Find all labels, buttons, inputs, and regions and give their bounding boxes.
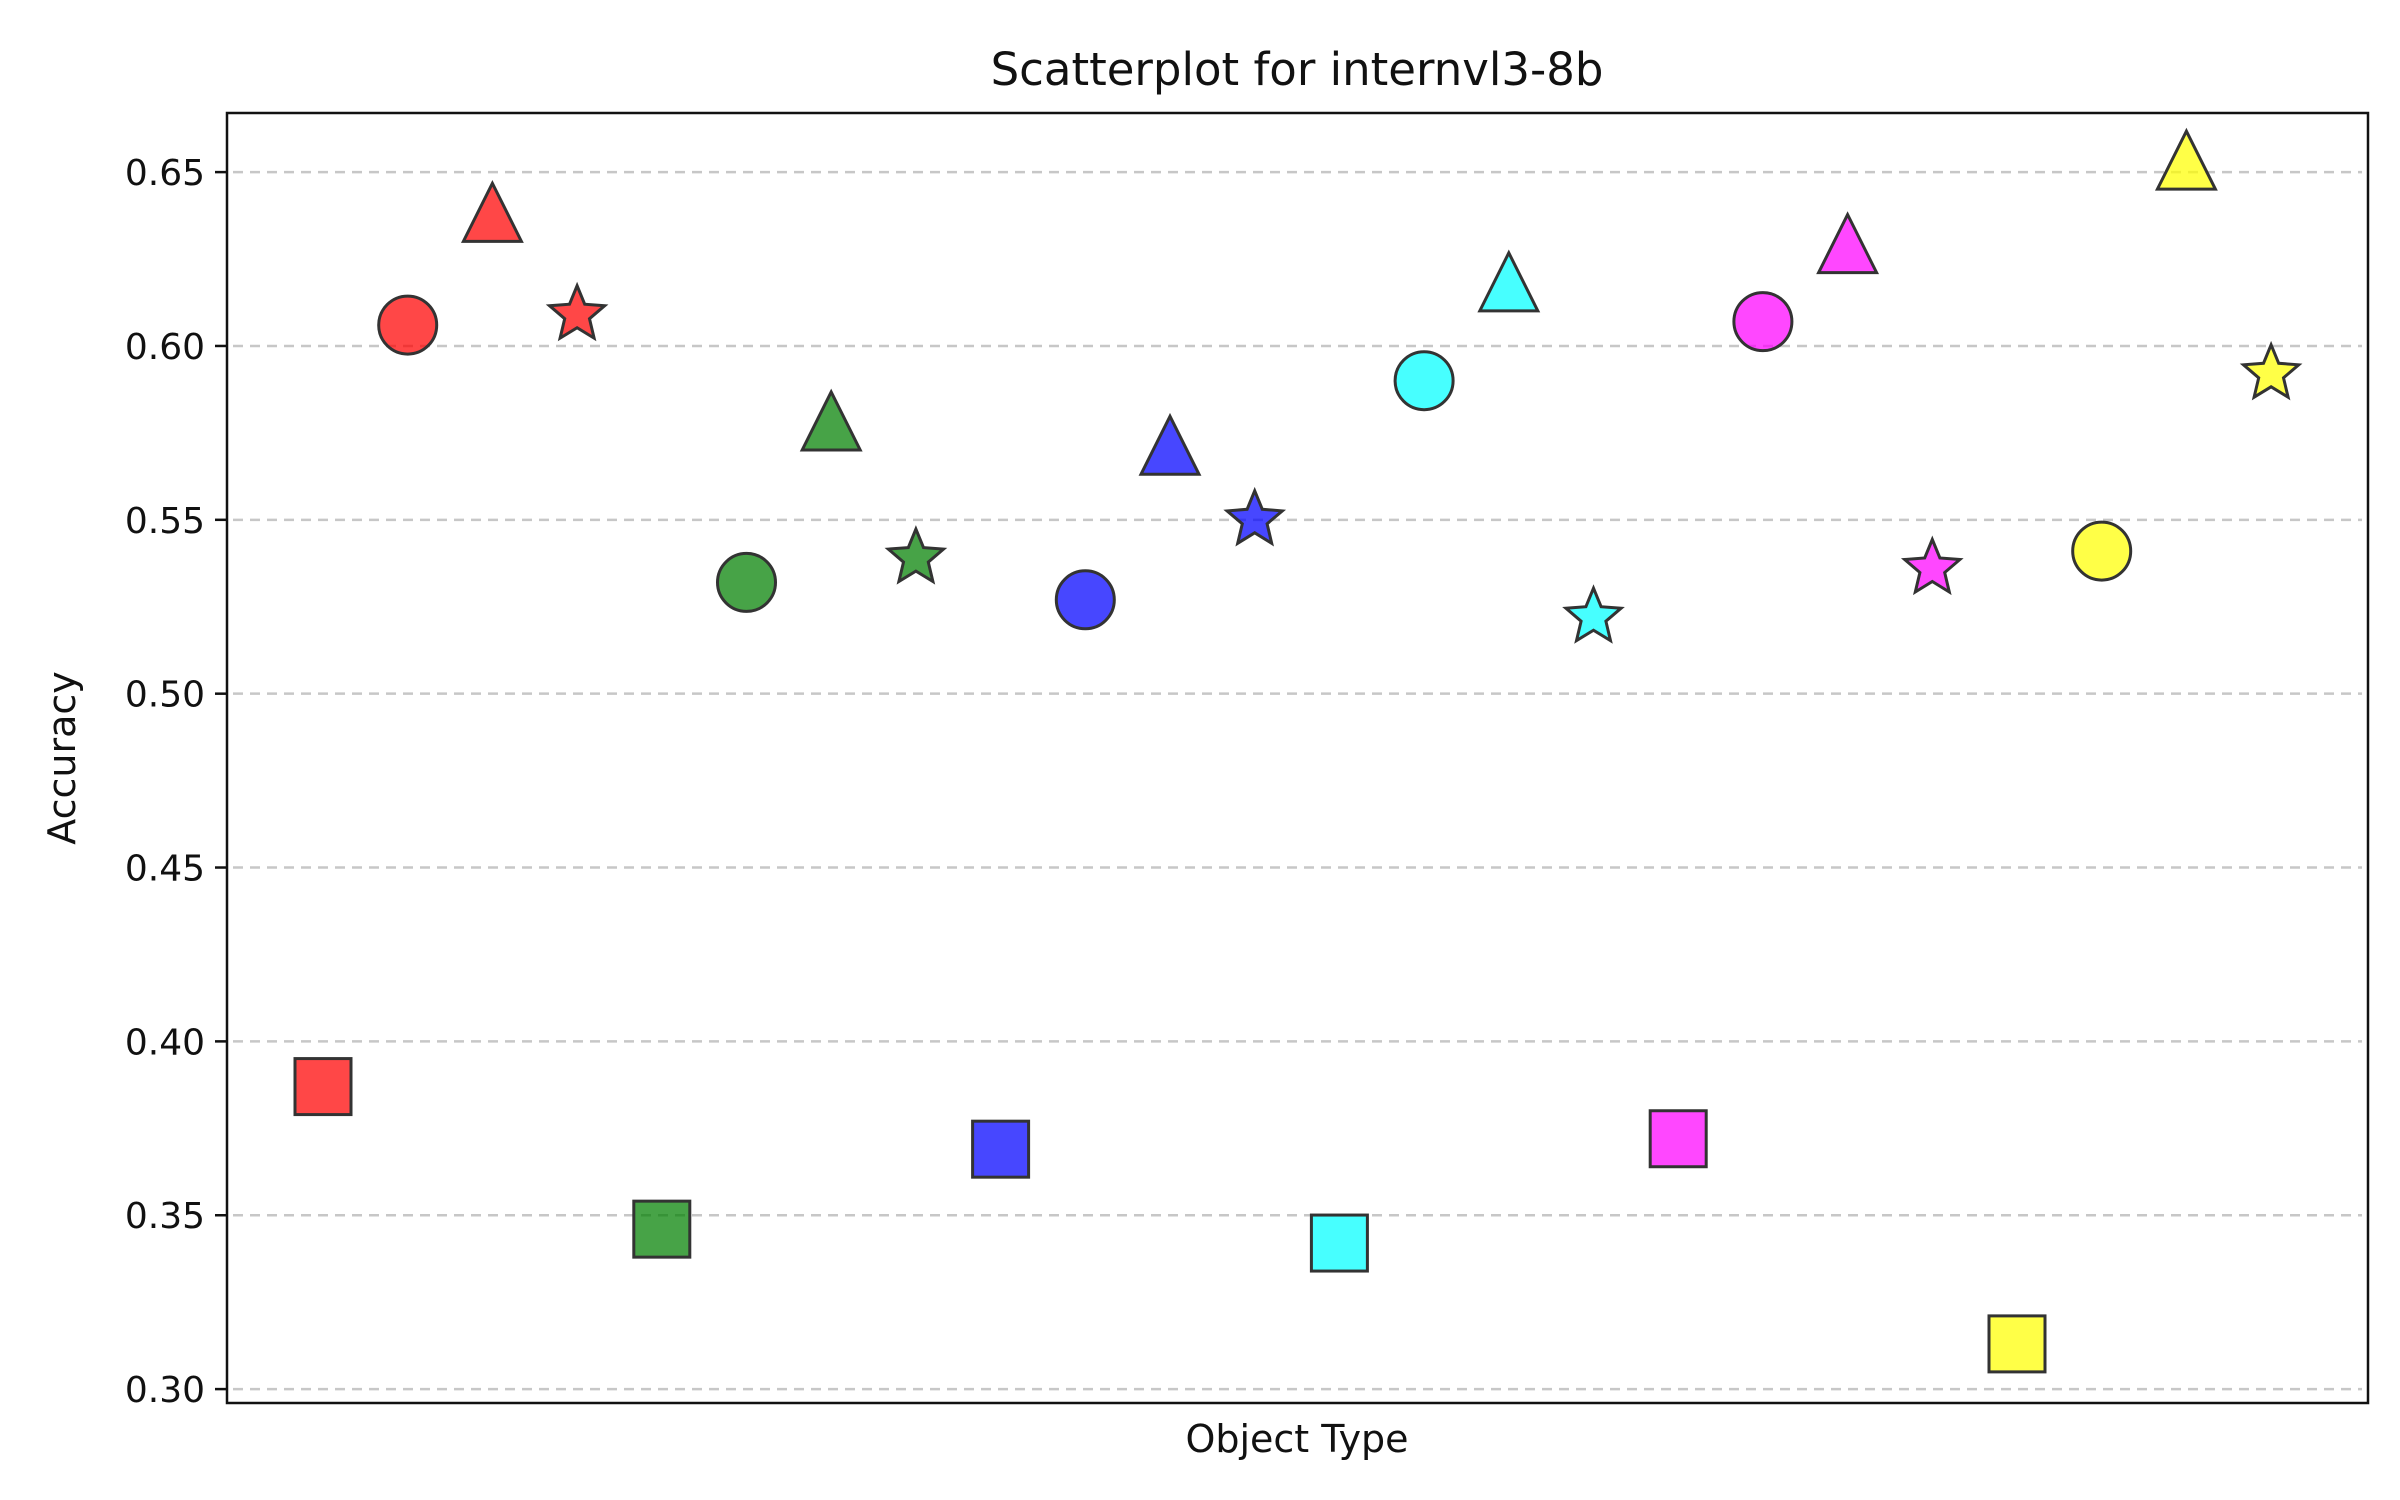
- data-point-triangle-g4: [1477, 249, 1541, 313]
- data-point-square-g2: [632, 1199, 692, 1259]
- chart-title: Scatterplot for internvl3-8b: [991, 43, 1604, 96]
- data-point-circle-g5: [1732, 291, 1794, 353]
- data-point-square-g4: [1309, 1213, 1369, 1273]
- data-point-star-g2: [884, 525, 948, 585]
- data-point-star-g6: [2239, 340, 2303, 401]
- data-point-circle-g4: [1393, 350, 1455, 412]
- data-point-triangle-g2: [799, 388, 863, 452]
- data-point-square-g3: [971, 1119, 1031, 1179]
- data-point-circle-g3: [1054, 569, 1116, 631]
- data-point-circle-g1: [377, 294, 439, 356]
- y-tick-label: 0.55: [125, 501, 205, 542]
- data-point-square-g1: [293, 1057, 353, 1117]
- y-tick-label: 0.65: [125, 153, 205, 194]
- y-tick-label: 0.45: [125, 849, 205, 890]
- y-tick-label: 0.60: [125, 327, 205, 368]
- grid-lines: [233, 170, 2362, 1391]
- data-point-triangle-g3: [1138, 412, 1202, 476]
- data-point-circle-g6: [2071, 520, 2133, 582]
- x-axis-label: Object Type: [1185, 1417, 1408, 1461]
- y-tick-label: 0.40: [125, 1022, 205, 1063]
- y-tick-label: 0.35: [125, 1196, 205, 1237]
- y-axis-ticks: 0.30 0.35 0.40 0.45 0.50 0.55 0.60 0.65: [125, 153, 227, 1411]
- data-point-square-g5: [1648, 1109, 1708, 1169]
- plot-area-frame: [225, 111, 2370, 1405]
- data-point-triangle-g1: [460, 179, 524, 243]
- data-point-star-g5: [1900, 535, 1964, 596]
- y-tick-label: 0.30: [125, 1370, 205, 1411]
- data-point-star-g1: [545, 281, 609, 342]
- data-point-triangle-g6: [2154, 127, 2218, 191]
- y-tick-label: 0.50: [125, 675, 205, 716]
- data-point-circle-g2: [716, 551, 777, 613]
- data-points: [293, 127, 2303, 1374]
- data-point-star-g3: [1223, 486, 1287, 547]
- data-point-square-g6: [1987, 1314, 2047, 1374]
- data-point-star-g4: [1562, 584, 1625, 644]
- y-axis-label: Accuracy: [40, 671, 84, 845]
- data-point-triangle-g5: [1816, 211, 1880, 275]
